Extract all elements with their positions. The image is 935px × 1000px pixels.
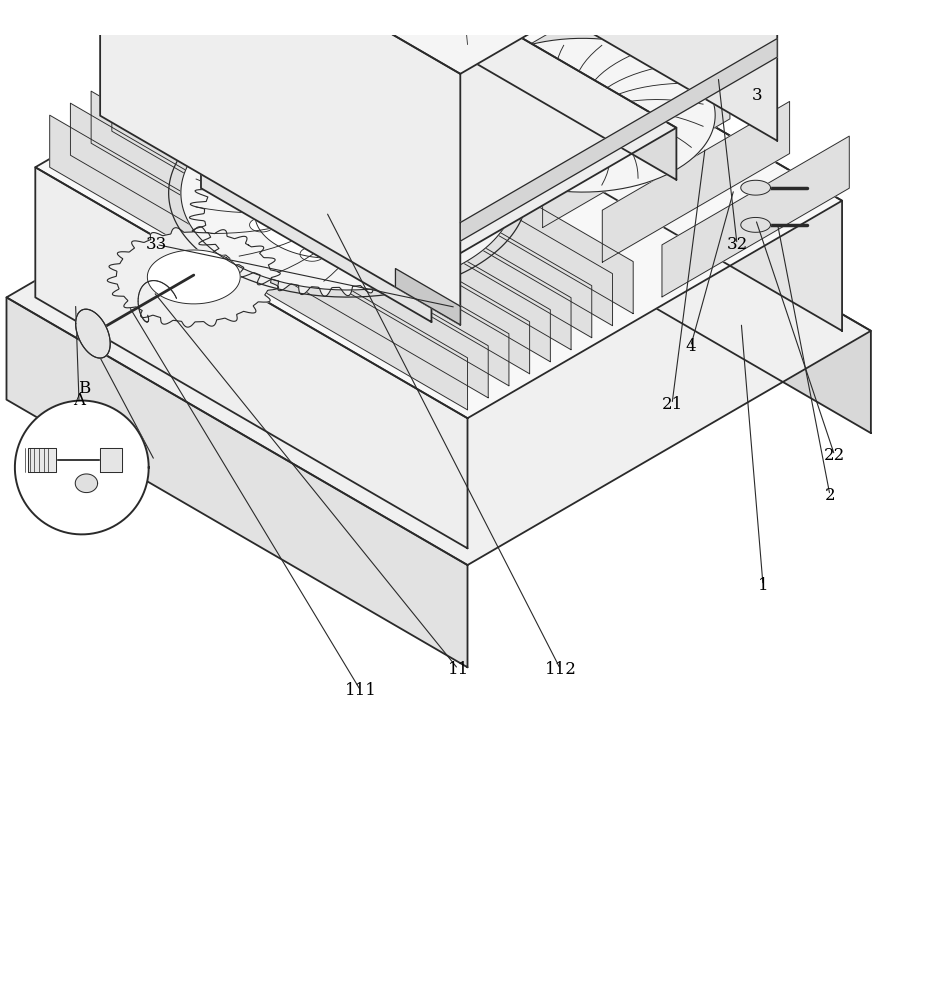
Polygon shape	[542, 67, 730, 228]
Text: A: A	[73, 392, 85, 409]
Polygon shape	[424, 0, 611, 158]
Polygon shape	[7, 297, 468, 667]
Polygon shape	[331, 183, 365, 203]
Polygon shape	[250, 218, 274, 232]
Polygon shape	[244, 0, 431, 54]
Polygon shape	[410, 63, 870, 433]
Polygon shape	[133, 67, 551, 362]
Text: 33: 33	[146, 236, 166, 253]
Polygon shape	[417, 0, 777, 141]
Polygon shape	[337, 167, 361, 181]
Polygon shape	[368, 236, 394, 251]
Polygon shape	[304, 0, 491, 89]
Polygon shape	[268, 178, 293, 192]
Polygon shape	[100, 0, 777, 74]
Polygon shape	[28, 448, 56, 472]
Polygon shape	[364, 0, 551, 124]
Polygon shape	[396, 269, 460, 325]
Polygon shape	[194, 31, 612, 326]
Polygon shape	[602, 101, 789, 262]
Polygon shape	[180, 96, 515, 290]
Polygon shape	[741, 180, 770, 195]
Text: 1: 1	[757, 577, 769, 594]
Polygon shape	[153, 55, 571, 350]
Polygon shape	[36, 0, 842, 418]
Text: 2: 2	[825, 487, 835, 504]
Text: 3: 3	[752, 87, 763, 104]
Polygon shape	[255, 170, 407, 258]
Polygon shape	[76, 309, 110, 358]
Polygon shape	[446, 0, 676, 180]
Text: 22: 22	[824, 447, 845, 464]
Text: 21: 21	[661, 396, 683, 413]
Polygon shape	[483, 32, 670, 193]
Polygon shape	[148, 250, 240, 304]
Polygon shape	[112, 79, 529, 374]
Polygon shape	[50, 115, 468, 410]
Text: 111: 111	[345, 682, 377, 699]
Text: 11: 11	[448, 661, 468, 678]
Text: B: B	[79, 380, 91, 397]
Polygon shape	[174, 43, 592, 338]
Polygon shape	[410, 0, 842, 331]
Text: 4: 4	[685, 338, 696, 355]
Polygon shape	[201, 0, 676, 270]
Polygon shape	[215, 19, 633, 314]
Polygon shape	[451, 38, 715, 192]
Polygon shape	[201, 136, 431, 322]
Polygon shape	[91, 91, 509, 386]
Text: 32: 32	[726, 236, 748, 253]
Polygon shape	[76, 474, 97, 493]
Polygon shape	[190, 132, 472, 296]
Polygon shape	[100, 0, 460, 325]
Text: 112: 112	[544, 661, 576, 678]
Polygon shape	[100, 448, 122, 472]
Polygon shape	[741, 217, 770, 232]
Polygon shape	[7, 63, 870, 565]
Polygon shape	[387, 196, 411, 211]
Polygon shape	[108, 227, 280, 327]
Polygon shape	[300, 247, 324, 261]
Polygon shape	[70, 103, 488, 398]
Polygon shape	[569, 108, 596, 123]
Polygon shape	[36, 167, 468, 548]
Polygon shape	[662, 136, 849, 297]
Polygon shape	[15, 401, 149, 534]
Polygon shape	[460, 39, 777, 241]
